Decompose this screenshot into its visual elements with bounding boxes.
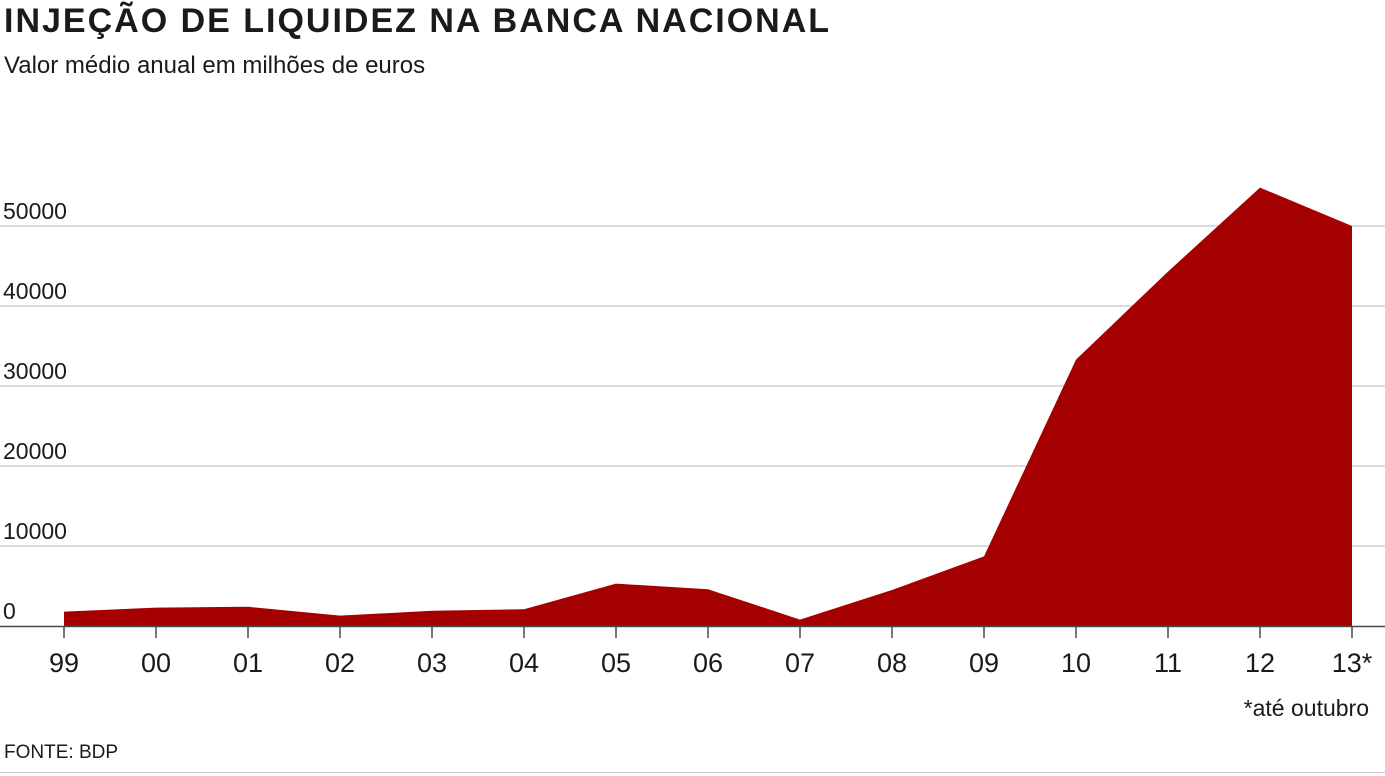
bottom-rule — [0, 772, 1385, 773]
y-axis-ticks: 0 10000 20000 30000 40000 50000 — [3, 198, 67, 624]
y-tick-label: 0 — [3, 598, 16, 624]
x-tick-label: 10 — [1061, 648, 1091, 678]
x-tick-label: 01 — [233, 648, 263, 678]
x-tick-label: 09 — [969, 648, 999, 678]
footnote-annotation: *até outubro — [1244, 695, 1369, 721]
x-tick-label: 12 — [1245, 648, 1275, 678]
x-tick-label: 06 — [693, 648, 723, 678]
x-tick-label: 11 — [1154, 648, 1182, 678]
x-tick-label: 05 — [601, 648, 631, 678]
chart-title: INJEÇÃO DE LIQUIDEZ NA BANCA NACIONAL — [4, 2, 832, 40]
y-tick-label: 40000 — [3, 278, 67, 304]
x-tick-label: 99 — [49, 648, 79, 678]
source-note: FONTE: BDP — [4, 742, 119, 763]
chart-subtitle: Valor médio anual em milhões de euros — [4, 52, 426, 79]
x-tick-label: 04 — [509, 648, 539, 678]
x-tick-label: 13* — [1332, 648, 1373, 678]
x-tick-label: 00 — [141, 648, 171, 678]
area-series — [64, 187, 1352, 626]
y-tick-label: 50000 — [3, 198, 67, 224]
x-tick-label: 08 — [877, 648, 907, 678]
y-tick-label: 10000 — [3, 518, 67, 544]
y-tick-label: 20000 — [3, 438, 67, 464]
y-tick-label: 30000 — [3, 358, 67, 384]
x-tick-label: 07 — [785, 648, 815, 678]
x-tick-label: 03 — [417, 648, 447, 678]
x-tick-label: 02 — [325, 648, 355, 678]
x-axis-ticks: 99 00 01 02 03 04 05 06 07 08 09 10 11 12 13* — [49, 626, 1373, 678]
